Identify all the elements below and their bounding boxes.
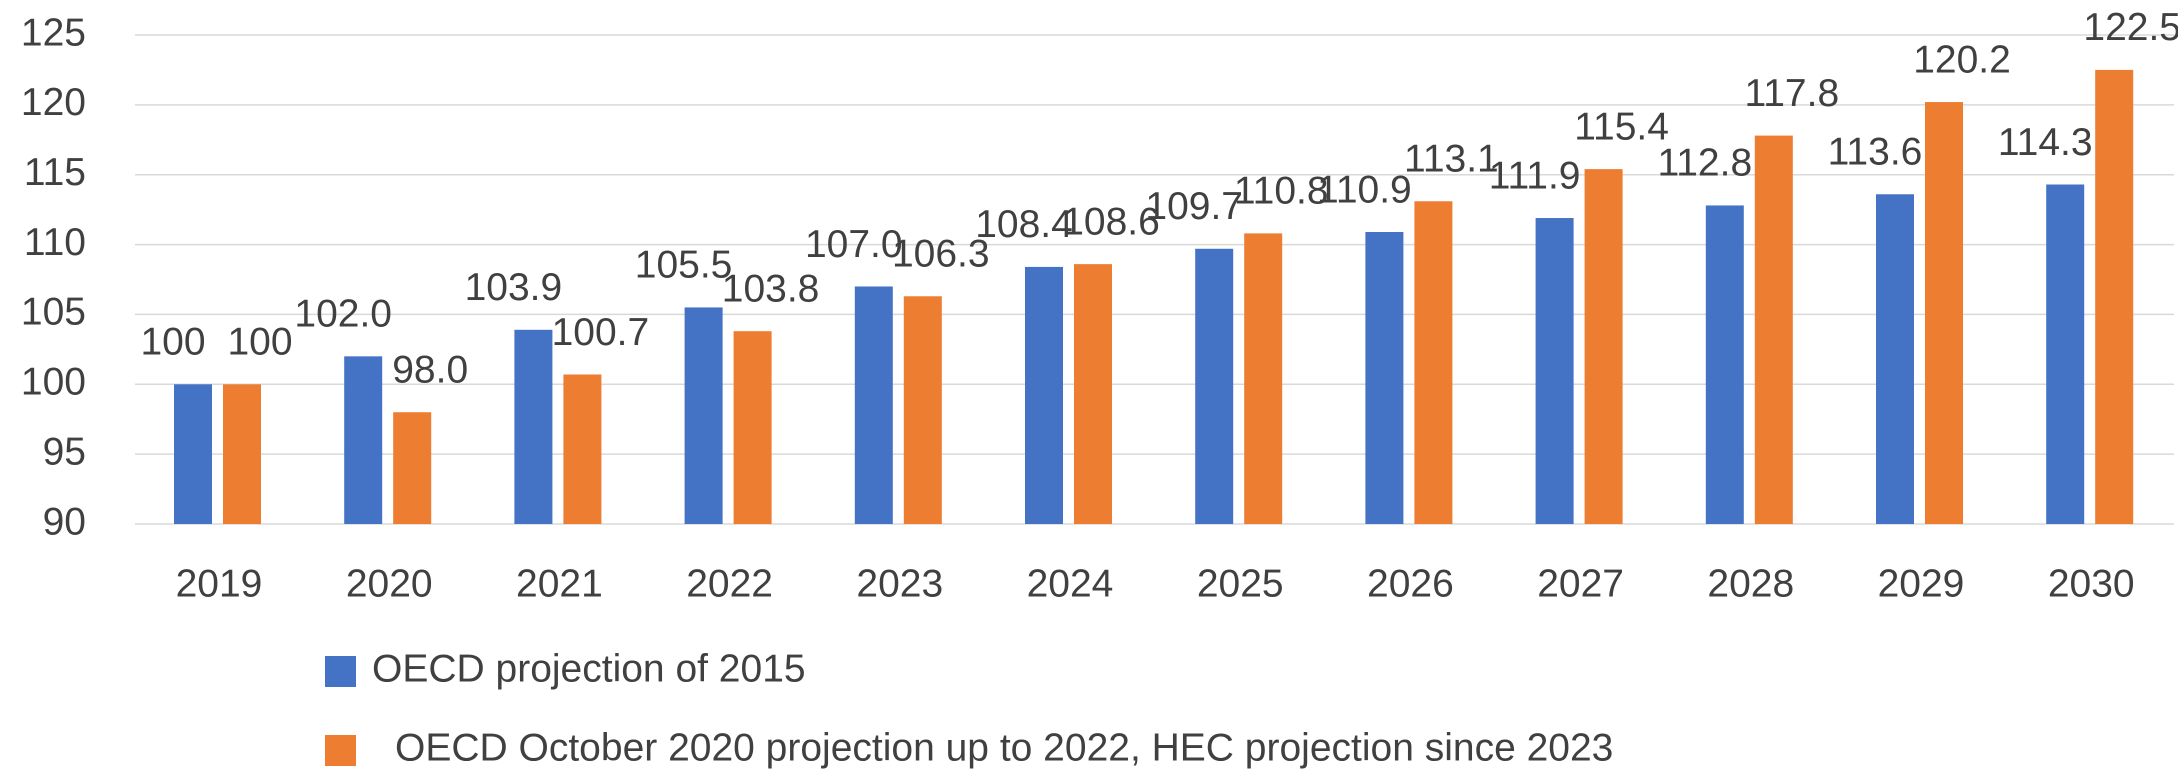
x-tick-label: 2030 (2048, 562, 2135, 605)
data-label: 98.0 (392, 349, 468, 392)
data-label: 122.5 (2083, 6, 2178, 49)
data-label: 113.6 (1828, 131, 1923, 174)
data-label: 107.0 (805, 223, 903, 266)
y-tick-label: 115 (24, 151, 86, 194)
bar (1025, 266, 1063, 524)
bar (854, 286, 893, 524)
x-tick-label: 2019 (176, 562, 263, 605)
bar (733, 331, 772, 524)
bar (1365, 231, 1404, 525)
data-label: 102.0 (294, 293, 392, 336)
data-label: 115.4 (1574, 105, 1669, 148)
data-label: 103.9 (465, 266, 563, 309)
x-tick-label: 2023 (856, 562, 943, 605)
bar (563, 374, 602, 524)
y-tick-label: 100 (21, 361, 86, 404)
bar (174, 384, 212, 524)
bar (2046, 184, 2085, 524)
bar (1584, 169, 1623, 524)
bar (393, 412, 432, 524)
bar (344, 356, 383, 524)
data-label: 112.8 (1657, 142, 1752, 185)
legend-label: OECD projection of 2015 (372, 647, 806, 690)
data-label: 100.7 (552, 311, 650, 354)
x-tick-label: 2028 (1707, 562, 1794, 605)
data-label: 109.7 (1145, 185, 1243, 228)
x-tick-label: 2025 (1197, 562, 1284, 605)
data-label: 103.8 (722, 267, 820, 310)
bar (1414, 201, 1453, 524)
y-tick-label: 105 (21, 291, 86, 334)
bar (1705, 205, 1744, 525)
data-label: 100 (227, 321, 292, 364)
bar (1535, 218, 1574, 525)
legend-swatch (325, 656, 356, 687)
bar (1195, 248, 1234, 524)
y-tick-label: 95 (43, 430, 86, 473)
bar (2095, 69, 2134, 524)
bar (1876, 194, 1914, 524)
bar (514, 329, 553, 524)
data-label: 108.4 (975, 203, 1073, 246)
bar (1244, 233, 1283, 524)
data-label: 100 (140, 321, 205, 364)
data-label: 110.8 (1234, 170, 1329, 213)
bar (1925, 102, 1963, 524)
data-label: 110.9 (1317, 168, 1412, 211)
x-tick-label: 2022 (686, 562, 773, 605)
data-label: 108.6 (1062, 200, 1160, 243)
bar (223, 384, 261, 524)
x-tick-label: 2024 (1027, 562, 1114, 605)
x-tick-label: 2020 (346, 562, 433, 605)
bar (1754, 135, 1793, 524)
data-label: 120.2 (1913, 38, 2011, 81)
y-tick-label: 120 (21, 81, 86, 124)
legend-swatch (325, 735, 356, 766)
data-label: 113.1 (1404, 138, 1499, 181)
data-label: 117.8 (1744, 72, 1839, 115)
x-tick-label: 2026 (1367, 562, 1454, 605)
bar (903, 296, 942, 524)
data-label: 106.3 (892, 233, 990, 276)
legend-label: OECD October 2020 projection up to 2022,… (395, 726, 1613, 769)
y-tick-label: 110 (24, 221, 86, 264)
data-label: 111.9 (1489, 154, 1581, 197)
y-tick-label: 125 (21, 11, 86, 54)
bar (1074, 264, 1112, 524)
x-tick-label: 2029 (1878, 562, 1965, 605)
y-tick-label: 90 (43, 500, 86, 543)
x-tick-label: 2021 (516, 562, 603, 605)
bar (684, 307, 723, 524)
data-label: 114.3 (1998, 121, 2093, 164)
data-label: 105.5 (635, 244, 733, 287)
x-tick-label: 2027 (1537, 562, 1624, 605)
